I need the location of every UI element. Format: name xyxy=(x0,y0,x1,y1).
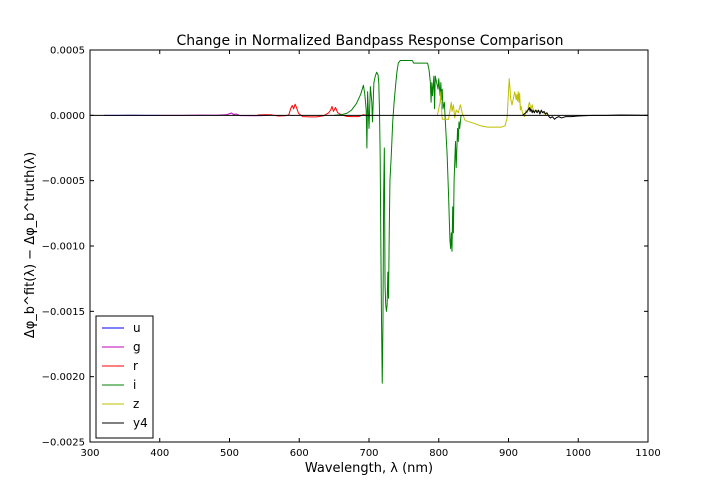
x-tick-label: 600 xyxy=(290,448,309,459)
legend-label-u: u xyxy=(133,321,141,335)
series-line-z xyxy=(436,78,548,128)
x-tick-label: 400 xyxy=(150,448,169,459)
ticks-layer: 300 400 500 600 700 800 900 1000 1100 0.0005 0.000… xyxy=(42,46,661,460)
legend-label-i: i xyxy=(133,378,136,392)
legend-label-g: g xyxy=(133,340,141,354)
y-tick-label: −0.0015 xyxy=(42,307,85,318)
series-line-y4 xyxy=(522,106,649,120)
x-tick-label: 700 xyxy=(359,448,378,459)
x-tick-label: 900 xyxy=(499,448,518,459)
x-axis-label: Wavelength, λ (nm) xyxy=(305,461,433,476)
x-tick-label: 300 xyxy=(80,448,99,459)
chart-title: Change in Normalized Bandpass Response C… xyxy=(176,33,563,49)
y-tick-label: −0.0020 xyxy=(42,372,85,383)
x-tick-label: 1000 xyxy=(566,448,591,459)
series-line-i xyxy=(334,59,462,384)
legend-box xyxy=(95,315,154,439)
x-tick-label: 800 xyxy=(429,448,448,459)
y-tick-label: −0.0005 xyxy=(42,176,85,187)
y-tick-label: 0.0005 xyxy=(50,46,85,57)
legend-label-y4: y4 xyxy=(133,416,148,430)
y-tick-label: 0.0000 xyxy=(50,111,85,122)
y-tick-label: −0.0025 xyxy=(42,438,85,449)
x-tick-label: 500 xyxy=(220,448,239,459)
plot-area xyxy=(90,59,649,384)
x-tick-label: 1100 xyxy=(635,448,660,459)
legend-label-r: r xyxy=(133,359,138,373)
legend-label-z: z xyxy=(133,397,139,411)
y-axis-label: Δφ_b^fit(λ) − Δφ_b^truth(λ) xyxy=(23,152,38,338)
y-tick-label: −0.0010 xyxy=(42,242,85,253)
plot-frame xyxy=(89,49,649,443)
